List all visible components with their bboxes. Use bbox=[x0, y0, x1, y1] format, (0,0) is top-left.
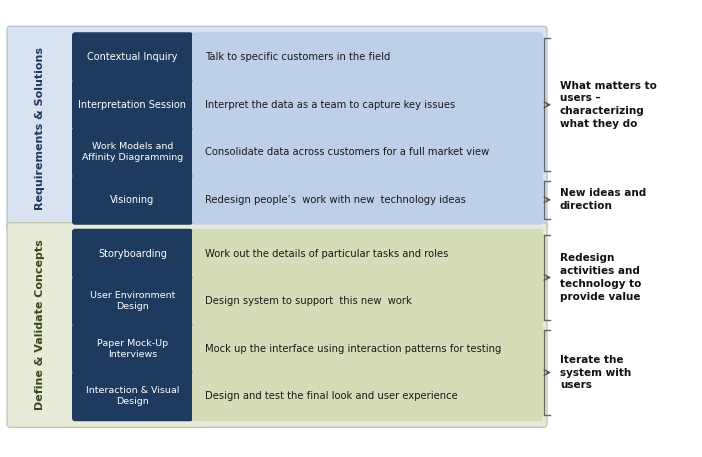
FancyBboxPatch shape bbox=[72, 127, 193, 177]
Text: Define & Validate Concepts: Define & Validate Concepts bbox=[35, 239, 45, 410]
Text: Mock up the interface using interaction patterns for testing: Mock up the interface using interaction … bbox=[205, 344, 501, 354]
FancyBboxPatch shape bbox=[192, 371, 543, 421]
Text: Interpretation Session: Interpretation Session bbox=[79, 100, 187, 110]
Text: Storyboarding: Storyboarding bbox=[98, 249, 167, 259]
FancyBboxPatch shape bbox=[192, 32, 543, 82]
FancyBboxPatch shape bbox=[7, 223, 547, 427]
FancyBboxPatch shape bbox=[72, 32, 193, 82]
Text: Iterate the
system with
users: Iterate the system with users bbox=[560, 355, 631, 390]
Text: Visioning: Visioning bbox=[110, 195, 154, 205]
FancyBboxPatch shape bbox=[72, 324, 193, 374]
Text: Redesign people’s  work with new  technology ideas: Redesign people’s work with new technolo… bbox=[205, 195, 466, 205]
FancyBboxPatch shape bbox=[72, 371, 193, 421]
FancyBboxPatch shape bbox=[72, 276, 193, 326]
Text: Contextual Inquiry: Contextual Inquiry bbox=[87, 52, 178, 62]
Polygon shape bbox=[123, 276, 143, 281]
Text: Design system to support  this new  work: Design system to support this new work bbox=[205, 296, 412, 306]
Text: Design and test the final look and user experience: Design and test the final look and user … bbox=[205, 391, 458, 401]
Text: Requirements & Solutions: Requirements & Solutions bbox=[35, 47, 45, 210]
Text: Work out the details of particular tasks and roles: Work out the details of particular tasks… bbox=[205, 249, 449, 259]
FancyBboxPatch shape bbox=[192, 175, 543, 225]
Text: Talk to specific customers in the field: Talk to specific customers in the field bbox=[205, 52, 390, 62]
FancyBboxPatch shape bbox=[192, 324, 543, 374]
Text: Paper Mock-Up
Interviews: Paper Mock-Up Interviews bbox=[97, 339, 168, 359]
Polygon shape bbox=[123, 175, 143, 179]
FancyBboxPatch shape bbox=[192, 229, 543, 279]
Text: Consolidate data across customers for a full market view: Consolidate data across customers for a … bbox=[205, 147, 489, 157]
Text: Interaction & Visual
Design: Interaction & Visual Design bbox=[86, 386, 179, 406]
FancyBboxPatch shape bbox=[192, 276, 543, 326]
FancyBboxPatch shape bbox=[192, 127, 543, 177]
Text: New ideas and
direction: New ideas and direction bbox=[560, 188, 647, 211]
Text: User Environment
Design: User Environment Design bbox=[90, 291, 176, 311]
Polygon shape bbox=[123, 127, 143, 132]
Text: Redesign
activities and
technology to
provide value: Redesign activities and technology to pr… bbox=[560, 253, 642, 302]
Text: Work Models and
Affinity Diagramming: Work Models and Affinity Diagramming bbox=[82, 142, 183, 162]
Polygon shape bbox=[123, 324, 143, 328]
Text: Interpret the data as a team to capture key issues: Interpret the data as a team to capture … bbox=[205, 100, 456, 110]
FancyBboxPatch shape bbox=[72, 80, 193, 130]
FancyBboxPatch shape bbox=[192, 80, 543, 130]
Polygon shape bbox=[123, 371, 143, 376]
FancyBboxPatch shape bbox=[72, 229, 193, 279]
FancyBboxPatch shape bbox=[7, 26, 547, 231]
FancyBboxPatch shape bbox=[72, 175, 193, 225]
Polygon shape bbox=[123, 80, 143, 84]
Text: What matters to
users –
characterizing
what they do: What matters to users – characterizing w… bbox=[560, 80, 657, 129]
